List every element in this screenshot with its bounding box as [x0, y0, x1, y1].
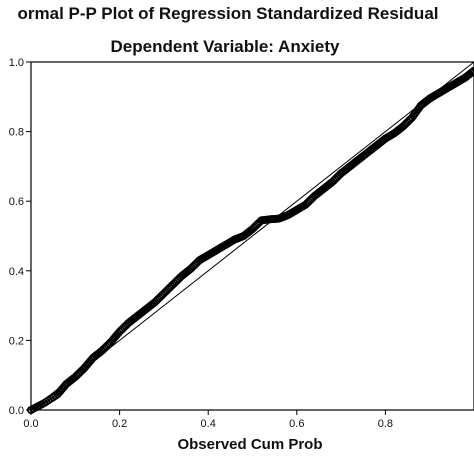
x-tick-label: 0.2 [112, 418, 127, 430]
y-tick-label: 1.0 [9, 57, 24, 69]
x-tick-label: 0.0 [23, 418, 38, 430]
y-tick-label: 0.4 [9, 266, 24, 278]
chart-title: ormal P-P Plot of Regression Standardize… [18, 4, 439, 23]
y-tick-label: 0.2 [9, 335, 24, 347]
data-point [468, 67, 474, 76]
y-tick-label: 0.6 [9, 196, 24, 208]
x-axis-label: Observed Cum Prob [177, 436, 322, 453]
y-tick-label: 0.8 [9, 127, 24, 139]
x-tick-label: 0.8 [378, 418, 393, 430]
data-points [26, 66, 474, 414]
x-tick-label: 0.6 [289, 418, 304, 430]
chart-subtitle: Dependent Variable: Anxiety [111, 37, 340, 56]
axis-ticks: 0.0 0.2 0.4 0.6 0.8 1.0 0.0 0.2 0.4 0.6 0.8 [9, 57, 393, 430]
y-tick-label: 0.0 [9, 405, 24, 417]
x-tick-label: 0.4 [201, 418, 216, 430]
plot-frame [30, 61, 474, 411]
